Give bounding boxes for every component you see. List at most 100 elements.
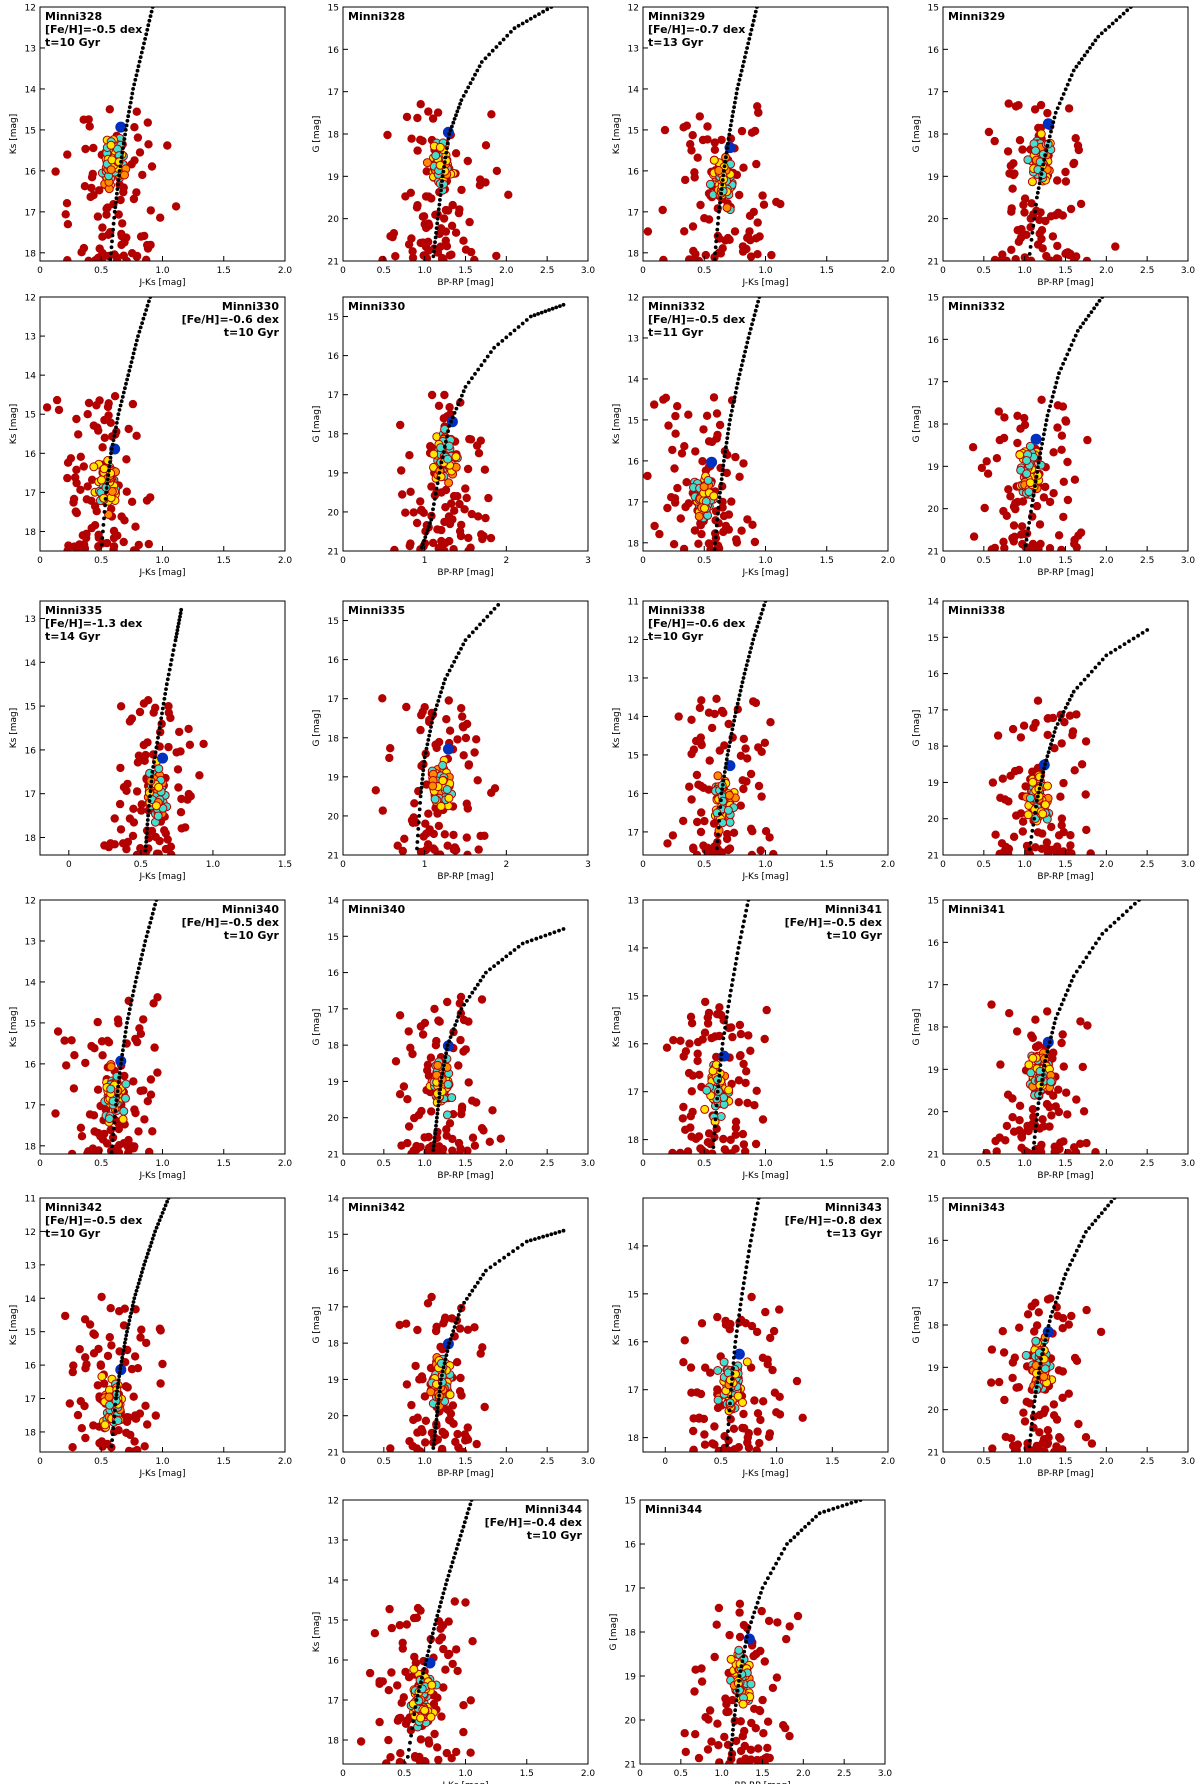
field-star: [42, 403, 52, 412]
field-star: [1070, 475, 1080, 484]
y-tick-label: 14: [25, 978, 37, 988]
isochrone-point: [473, 372, 477, 376]
field-star: [1003, 147, 1013, 156]
field-star: [156, 1379, 165, 1388]
field-star: [1046, 1294, 1055, 1303]
isochrone-point: [1034, 474, 1039, 479]
isochrone-point: [545, 1233, 550, 1238]
field-star: [407, 234, 416, 243]
isochrone-point: [130, 993, 135, 998]
cluster-star: [1043, 781, 1052, 791]
plot-area: [100, 607, 208, 855]
isochrone-point: [1035, 195, 1039, 200]
isochrone-point: [432, 245, 437, 249]
field-star: [990, 255, 1000, 261]
field-star: [1039, 1122, 1048, 1131]
field-star: [756, 846, 765, 855]
field-star: [650, 521, 659, 531]
field-star: [1059, 1062, 1069, 1071]
isochrone-point: [177, 618, 182, 622]
field-star: [184, 789, 193, 799]
isochrone-point: [1055, 106, 1060, 110]
x-tick-label: 1.0: [418, 1159, 433, 1169]
field-star: [140, 231, 149, 241]
field-star: [142, 255, 151, 261]
isochrone-point: [1041, 437, 1045, 441]
isochrone-point: [1103, 1207, 1107, 1212]
isochrone-point: [125, 1329, 129, 1334]
isochrone-point: [489, 350, 493, 354]
field-star: [987, 1345, 997, 1354]
isochrone-point: [712, 1131, 717, 1136]
field-star: [125, 814, 135, 823]
isochrone-point: [558, 304, 562, 308]
isochrone-point: [1072, 1253, 1077, 1258]
field-star: [708, 1439, 717, 1448]
field-star: [462, 493, 471, 503]
field-star: [703, 1013, 712, 1022]
isochrone-point: [753, 9, 758, 14]
field-star: [752, 1446, 761, 1452]
isochrone-point: [737, 1313, 741, 1317]
y-tick-label: 12: [25, 4, 36, 14]
field-star: [124, 1148, 133, 1154]
isochrone-point: [476, 367, 481, 372]
field-star: [739, 1140, 749, 1149]
isochrone-point: [442, 1059, 447, 1064]
field-star: [689, 1426, 698, 1436]
field-star: [153, 993, 162, 1002]
field-star: [421, 192, 431, 201]
field-star: [719, 708, 728, 718]
x-tick-label: 0: [662, 1457, 668, 1467]
isochrone-point: [1082, 677, 1087, 682]
field-star: [737, 126, 747, 136]
field-star: [116, 825, 126, 834]
isochrone-point: [1136, 633, 1140, 638]
field-star: [696, 738, 705, 747]
isochrone-point: [735, 1323, 740, 1328]
field-star: [689, 246, 698, 256]
isochrone-point: [730, 983, 734, 988]
isochrone-point: [488, 1265, 493, 1270]
field-star: [742, 1067, 751, 1076]
isochrone-point: [752, 313, 757, 318]
y-tick-label: 16: [928, 1237, 940, 1247]
x-tick-label: 0: [640, 860, 646, 870]
isochrone-point: [553, 1231, 558, 1235]
isochrone-point: [432, 249, 436, 254]
cluster-star: [428, 781, 438, 791]
field-star: [1009, 1127, 1019, 1136]
isochrone-point: [152, 760, 156, 764]
field-star: [71, 473, 80, 482]
plot-area: [391, 927, 566, 1154]
isochrone-point: [444, 1047, 449, 1052]
isochrone-point: [744, 50, 748, 55]
isochrone-point: [426, 524, 431, 529]
isochrone-point: [415, 846, 419, 851]
field-star: [122, 786, 131, 795]
cluster-star: [104, 510, 114, 519]
isochrone-point: [1058, 1286, 1063, 1291]
isochrone-point: [117, 1071, 122, 1075]
isochrone-point: [729, 988, 733, 993]
isochrone-point: [156, 731, 161, 735]
red-clump-peak: [115, 1055, 127, 1067]
field-star: [455, 1324, 465, 1333]
field-star: [171, 202, 181, 211]
isochrone-point: [111, 1420, 116, 1425]
isochrone-point: [489, 610, 493, 615]
field-star: [759, 200, 769, 209]
isochrone-point: [141, 46, 145, 50]
field-star: [1044, 1433, 1053, 1442]
field-star: [455, 499, 464, 509]
axes-frame: [942, 6, 1189, 262]
isochrone-point: [492, 964, 496, 968]
field-star: [155, 836, 164, 846]
y-tick-label: 20: [328, 1114, 340, 1124]
x-axis-label: J-Ks [mag]: [138, 1469, 185, 1479]
cluster-star: [709, 491, 719, 501]
isochrone-point: [116, 1381, 120, 1386]
isochrone-point: [733, 962, 738, 966]
field-star: [464, 533, 473, 543]
isochrone-point: [743, 667, 748, 672]
